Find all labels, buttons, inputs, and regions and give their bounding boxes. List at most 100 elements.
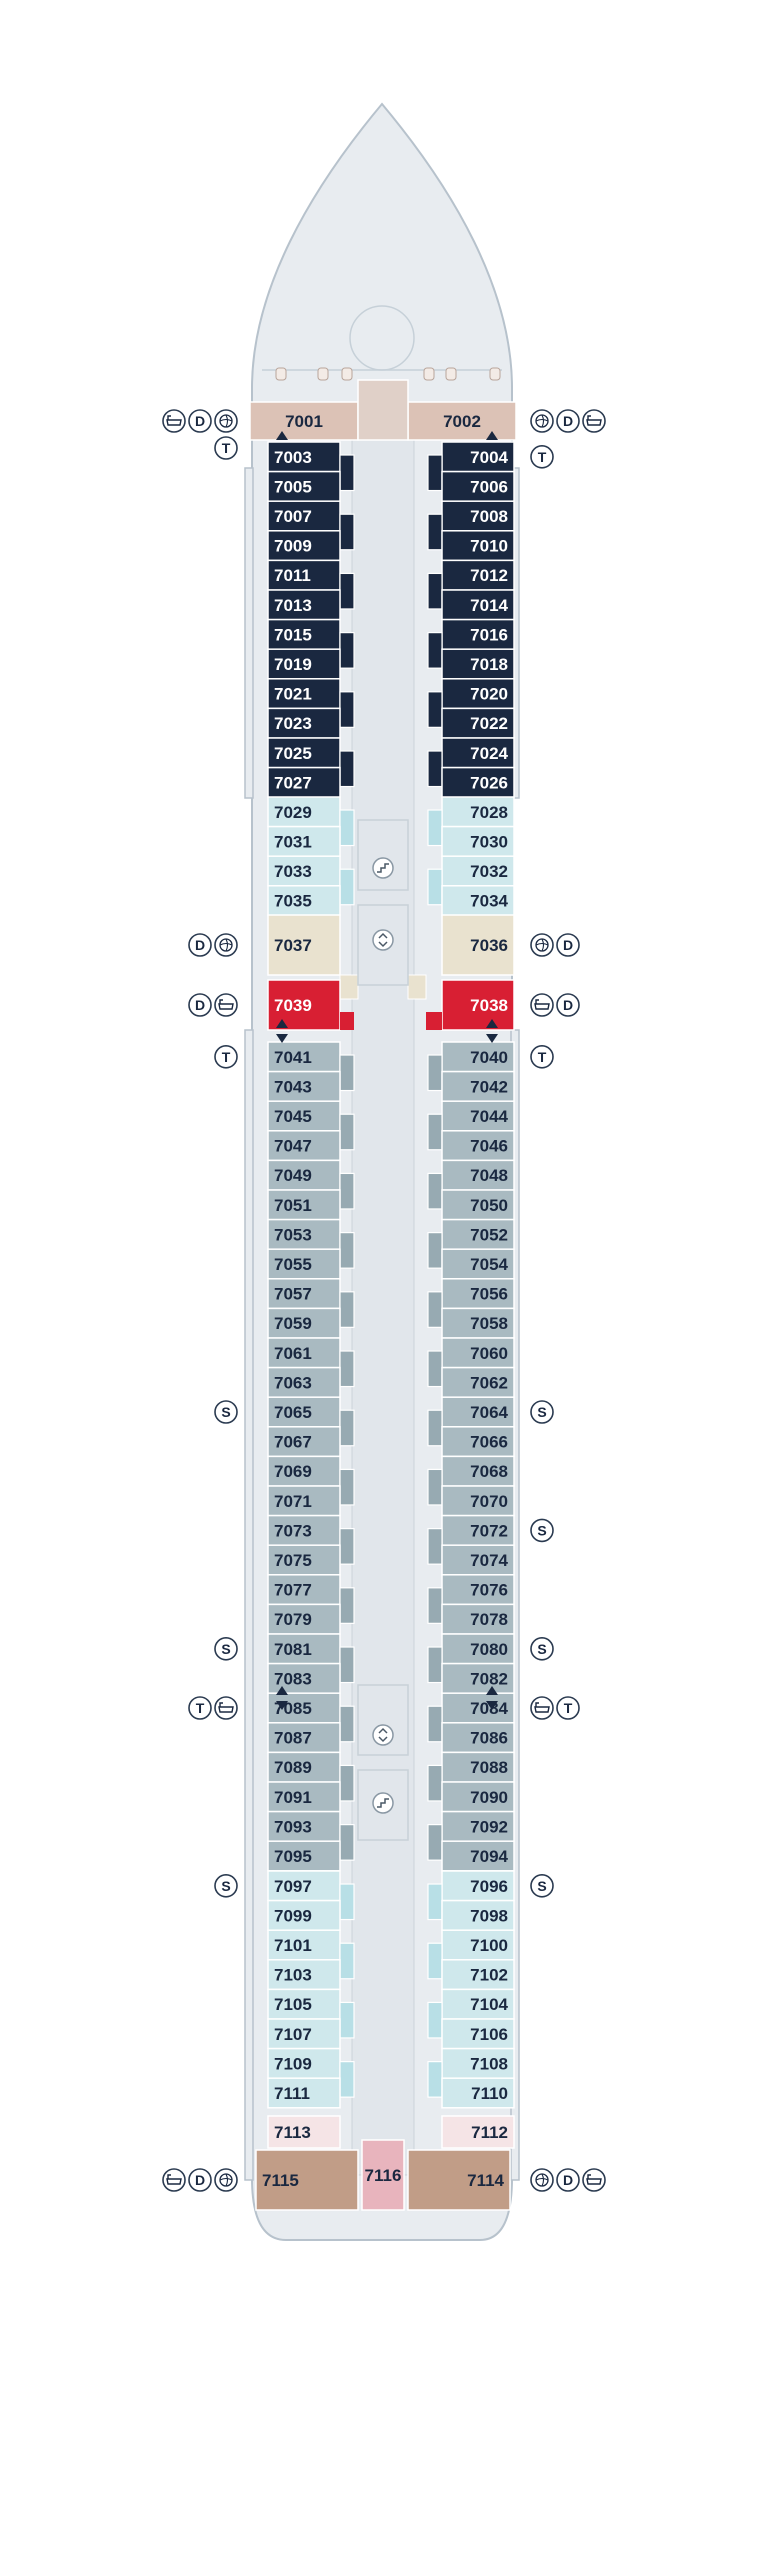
cabin-7052[interactable]: 7052 xyxy=(441,1218,515,1250)
cabin-7041[interactable]: 7041 xyxy=(267,1041,341,1073)
cabin-7078[interactable]: 7078 xyxy=(441,1603,515,1635)
cabin-7069[interactable]: 7069 xyxy=(267,1455,341,1487)
cabin-7044[interactable]: 7044 xyxy=(441,1100,515,1132)
cabin-7020[interactable]: 7020 xyxy=(441,678,515,710)
cabin-7084[interactable]: 7084 xyxy=(441,1692,515,1724)
cabin-7064[interactable]: 7064 xyxy=(441,1396,515,1428)
cabin-7015[interactable]: 7015 xyxy=(267,618,341,650)
cabin-7095[interactable]: 7095 xyxy=(267,1840,341,1872)
cabin-7116[interactable]: 7116 xyxy=(361,2139,405,2211)
cabin-7085[interactable]: 7085 xyxy=(267,1692,341,1724)
cabin-7099[interactable]: 7099 xyxy=(267,1899,341,1931)
cabin-7003[interactable]: 7003 xyxy=(267,441,341,473)
cabin-7109[interactable]: 7109 xyxy=(267,2047,341,2079)
cabin-7068[interactable]: 7068 xyxy=(441,1455,515,1487)
cabin-7111[interactable]: 7111 xyxy=(267,2077,341,2109)
cabin-7021[interactable]: 7021 xyxy=(267,678,341,710)
cabin-7014[interactable]: 7014 xyxy=(441,589,515,621)
cabin-7067[interactable]: 7067 xyxy=(267,1426,341,1458)
cabin-7115[interactable]: 7115 xyxy=(255,2149,359,2211)
cabin-7106[interactable]: 7106 xyxy=(441,2018,515,2050)
cabin-7051[interactable]: 7051 xyxy=(267,1189,341,1221)
cabin-7049[interactable]: 7049 xyxy=(267,1159,341,1191)
cabin-7096[interactable]: 7096 xyxy=(441,1870,515,1902)
cabin-7098[interactable]: 7098 xyxy=(441,1899,515,1931)
cabin-7025[interactable]: 7025 xyxy=(267,737,341,769)
cabin-7107[interactable]: 7107 xyxy=(267,2018,341,2050)
cabin-7050[interactable]: 7050 xyxy=(441,1189,515,1221)
cabin-7011[interactable]: 7011 xyxy=(267,559,341,591)
cabin-7043[interactable]: 7043 xyxy=(267,1070,341,1102)
cabin-7057[interactable]: 7057 xyxy=(267,1278,341,1310)
cabin-7088[interactable]: 7088 xyxy=(441,1751,515,1783)
cabin-7012[interactable]: 7012 xyxy=(441,559,515,591)
cabin-7032[interactable]: 7032 xyxy=(441,855,515,887)
cabin-7086[interactable]: 7086 xyxy=(441,1722,515,1754)
cabin-7076[interactable]: 7076 xyxy=(441,1574,515,1606)
cabin-7112[interactable]: 7112 xyxy=(441,2115,515,2149)
cabin-7007[interactable]: 7007 xyxy=(267,500,341,532)
cabin-7029[interactable]: 7029 xyxy=(267,796,341,828)
cabin-7058[interactable]: 7058 xyxy=(441,1307,515,1339)
cabin-7070[interactable]: 7070 xyxy=(441,1485,515,1517)
cabin-7004[interactable]: 7004 xyxy=(441,441,515,473)
cabin-7016[interactable]: 7016 xyxy=(441,618,515,650)
cabin-7053[interactable]: 7053 xyxy=(267,1218,341,1250)
cabin-7002[interactable]: 7002 xyxy=(407,401,517,441)
cabin-7060[interactable]: 7060 xyxy=(441,1337,515,1369)
cabin-7028[interactable]: 7028 xyxy=(441,796,515,828)
cabin-7066[interactable]: 7066 xyxy=(441,1426,515,1458)
cabin-7013[interactable]: 7013 xyxy=(267,589,341,621)
cabin-7055[interactable]: 7055 xyxy=(267,1248,341,1280)
cabin-7091[interactable]: 7091 xyxy=(267,1781,341,1813)
cabin-7083[interactable]: 7083 xyxy=(267,1662,341,1694)
cabin-7103[interactable]: 7103 xyxy=(267,1959,341,1991)
cabin-7075[interactable]: 7075 xyxy=(267,1544,341,1576)
cabin-7018[interactable]: 7018 xyxy=(441,648,515,680)
cabin-7071[interactable]: 7071 xyxy=(267,1485,341,1517)
cabin-7073[interactable]: 7073 xyxy=(267,1514,341,1546)
cabin-7040[interactable]: 7040 xyxy=(441,1041,515,1073)
cabin-7094[interactable]: 7094 xyxy=(441,1840,515,1872)
cabin-7105[interactable]: 7105 xyxy=(267,1988,341,2020)
cabin-7005[interactable]: 7005 xyxy=(267,470,341,502)
cabin-7108[interactable]: 7108 xyxy=(441,2047,515,2079)
cabin-7104[interactable]: 7104 xyxy=(441,1988,515,2020)
cabin-7027[interactable]: 7027 xyxy=(267,766,341,798)
cabin-7047[interactable]: 7047 xyxy=(267,1130,341,1162)
cabin-7079[interactable]: 7079 xyxy=(267,1603,341,1635)
cabin-7031[interactable]: 7031 xyxy=(267,825,341,857)
cabin-7074[interactable]: 7074 xyxy=(441,1544,515,1576)
cabin-7072[interactable]: 7072 xyxy=(441,1514,515,1546)
cabin-7019[interactable]: 7019 xyxy=(267,648,341,680)
cabin-7035[interactable]: 7035 xyxy=(267,885,341,917)
cabin-7065[interactable]: 7065 xyxy=(267,1396,341,1428)
cabin-7009[interactable]: 7009 xyxy=(267,530,341,562)
cabin-7042[interactable]: 7042 xyxy=(441,1070,515,1102)
cabin-7010[interactable]: 7010 xyxy=(441,530,515,562)
cabin-7036[interactable]: 7036 xyxy=(441,914,515,976)
cabin-7054[interactable]: 7054 xyxy=(441,1248,515,1280)
cabin-7062[interactable]: 7062 xyxy=(441,1366,515,1398)
cabin-7038[interactable]: 7038 xyxy=(441,979,515,1031)
cabin-7100[interactable]: 7100 xyxy=(441,1929,515,1961)
cabin-7046[interactable]: 7046 xyxy=(441,1130,515,1162)
cabin-7008[interactable]: 7008 xyxy=(441,500,515,532)
cabin-7081[interactable]: 7081 xyxy=(267,1633,341,1665)
cabin-7030[interactable]: 7030 xyxy=(441,825,515,857)
cabin-7093[interactable]: 7093 xyxy=(267,1810,341,1842)
cabin-7048[interactable]: 7048 xyxy=(441,1159,515,1191)
cabin-7006[interactable]: 7006 xyxy=(441,470,515,502)
cabin-7082[interactable]: 7082 xyxy=(441,1662,515,1694)
cabin-7024[interactable]: 7024 xyxy=(441,737,515,769)
cabin-7059[interactable]: 7059 xyxy=(267,1307,341,1339)
cabin-7037[interactable]: 7037 xyxy=(267,914,341,976)
cabin-7080[interactable]: 7080 xyxy=(441,1633,515,1665)
cabin-7026[interactable]: 7026 xyxy=(441,766,515,798)
cabin-7110[interactable]: 7110 xyxy=(441,2077,515,2109)
cabin-7023[interactable]: 7023 xyxy=(267,707,341,739)
cabin-7022[interactable]: 7022 xyxy=(441,707,515,739)
cabin-7039[interactable]: 7039 xyxy=(267,979,341,1031)
cabin-7101[interactable]: 7101 xyxy=(267,1929,341,1961)
cabin-7114[interactable]: 7114 xyxy=(407,2149,511,2211)
